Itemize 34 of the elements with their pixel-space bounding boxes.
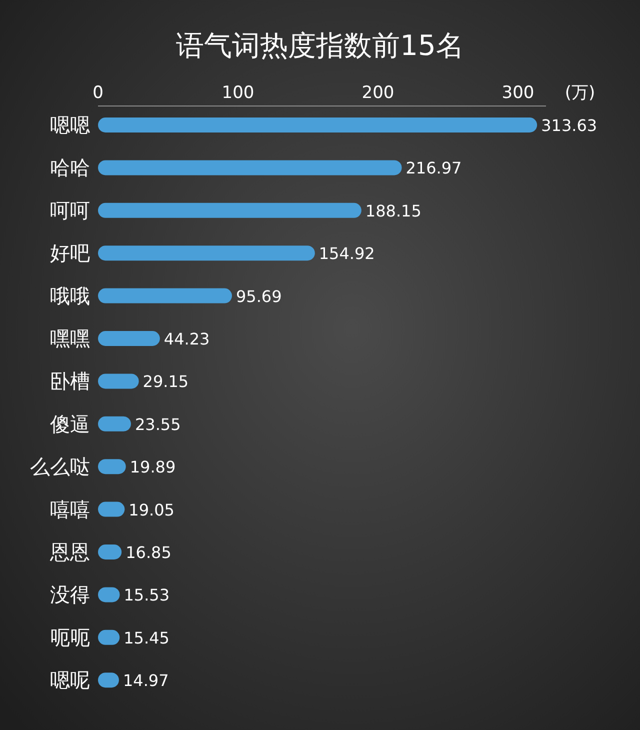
x-axis-title: (万) (564, 83, 596, 103)
data-label: 16.85 (126, 543, 172, 562)
data-label: 313.63 (541, 116, 598, 135)
y-tick-label: 哦哦 (50, 284, 90, 308)
data-label: 154.92 (318, 244, 375, 264)
chart-title: 语气词热度指数前15名 (176, 29, 464, 62)
y-tick-label: 好吧 (50, 241, 90, 266)
y-tick-label: 嘿嘿 (50, 326, 90, 350)
data-label: 19.89 (130, 458, 176, 477)
data-label: 95.69 (236, 286, 282, 306)
data-label: 14.97 (122, 671, 169, 690)
data-label: 188.15 (365, 201, 422, 220)
x-tick-label: 300 (502, 83, 534, 103)
data-label: 44.23 (164, 330, 210, 348)
data-label: 15.45 (124, 628, 170, 648)
x-tick-label: 100 (222, 83, 254, 103)
y-tick-label: 傻逼 (50, 412, 90, 436)
y-tick-label: 嘻嘻 (50, 497, 90, 522)
y-tick-label: 卧槽 (50, 369, 90, 394)
y-tick-label: 呃呃 (50, 625, 90, 650)
x-tick-label: 0 (92, 83, 104, 103)
y-tick-label: 没得 (50, 582, 90, 607)
y-tick-label: 嗯嗯 (50, 113, 90, 137)
data-label: 23.55 (134, 414, 181, 434)
data-label: 15.53 (124, 586, 170, 605)
data-label: 216.97 (406, 158, 462, 178)
y-tick-label: 嗯呢 (50, 668, 90, 692)
y-tick-label: 哈哈 (50, 156, 90, 180)
y-tick-label: 恩恩 (49, 540, 90, 564)
data-label: 29.15 (142, 372, 189, 392)
x-tick-label: 200 (362, 83, 394, 103)
data-label: 19.05 (128, 500, 174, 520)
y-tick-label: 么么哒 (30, 454, 90, 479)
y-tick-label: 呵呵 (50, 198, 90, 222)
